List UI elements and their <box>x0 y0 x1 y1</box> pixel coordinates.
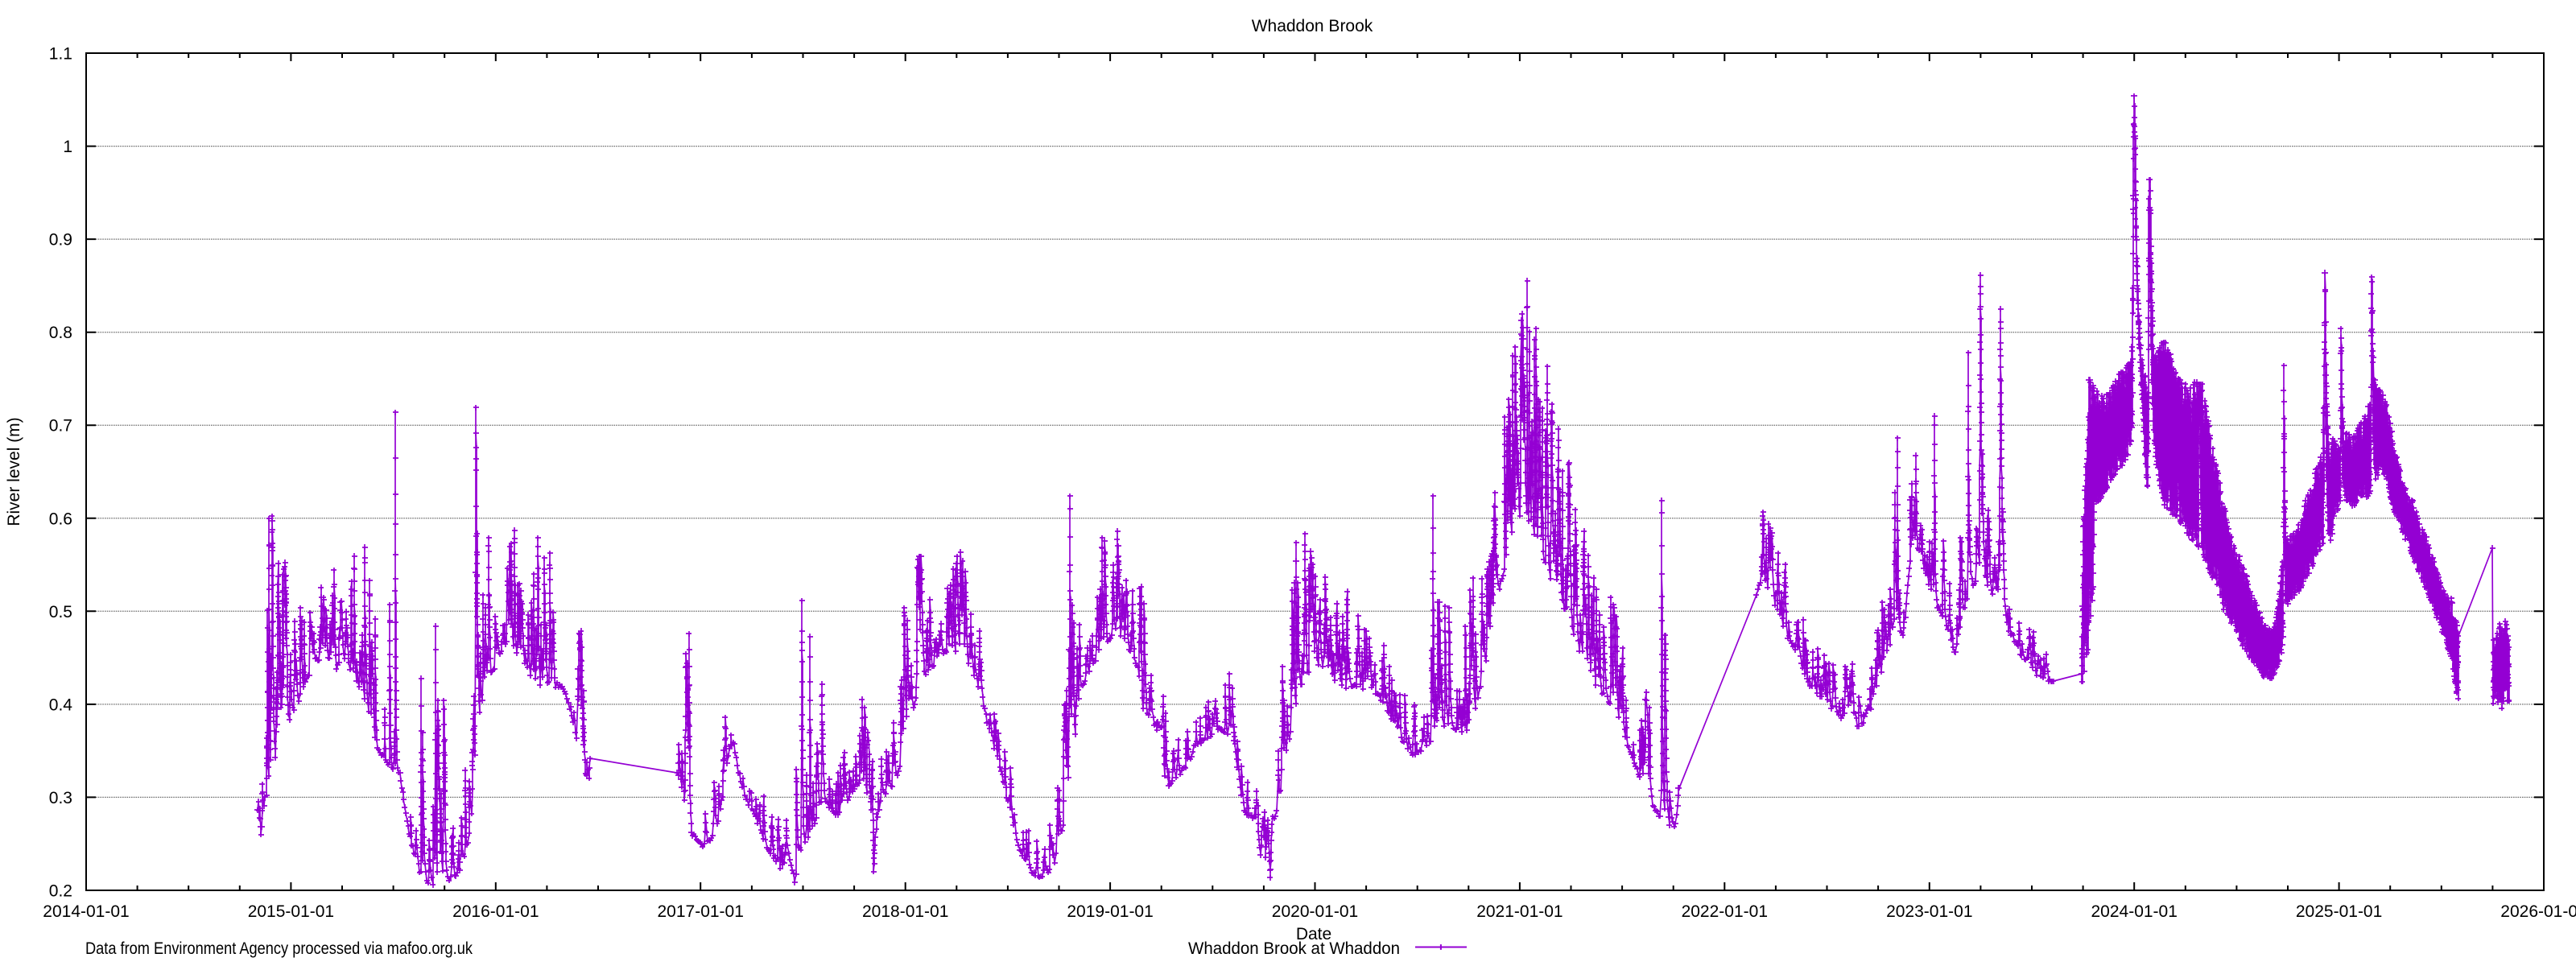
svg-text:Whaddon Brook at Whaddon: Whaddon Brook at Whaddon <box>1188 939 1400 958</box>
svg-text:0.3: 0.3 <box>49 789 72 807</box>
svg-text:2024-01-01: 2024-01-01 <box>2091 902 2177 921</box>
svg-text:2014-01-01: 2014-01-01 <box>43 902 129 921</box>
svg-text:0.2: 0.2 <box>49 882 72 901</box>
svg-text:2018-01-01: 2018-01-01 <box>862 902 948 921</box>
svg-text:2020-01-01: 2020-01-01 <box>1272 902 1358 921</box>
svg-text:0.9: 0.9 <box>49 231 72 250</box>
svg-text:Date: Date <box>1296 925 1331 943</box>
svg-text:2015-01-01: 2015-01-01 <box>248 902 334 921</box>
svg-text:River level (m): River level (m) <box>5 417 23 526</box>
svg-text:2022-01-01: 2022-01-01 <box>1682 902 1768 921</box>
svg-text:2023-01-01: 2023-01-01 <box>1886 902 1972 921</box>
svg-text:0.6: 0.6 <box>49 510 72 528</box>
svg-text:2026-01-01: 2026-01-01 <box>2500 902 2576 921</box>
svg-text:0.8: 0.8 <box>49 324 72 342</box>
svg-text:2025-01-01: 2025-01-01 <box>2296 902 2382 921</box>
svg-text:2017-01-01: 2017-01-01 <box>657 902 743 921</box>
svg-text:1: 1 <box>63 138 72 156</box>
svg-text:2021-01-01: 2021-01-01 <box>1476 902 1563 921</box>
svg-text:0.7: 0.7 <box>49 417 72 436</box>
svg-text:Whaddon Brook: Whaddon Brook <box>1252 17 1373 35</box>
svg-text:0.5: 0.5 <box>49 603 72 621</box>
svg-text:0.4: 0.4 <box>49 696 73 714</box>
svg-text:1.1: 1.1 <box>49 45 72 64</box>
svg-text:2016-01-01: 2016-01-01 <box>452 902 539 921</box>
svg-text:Data from Environment Agency p: Data from Environment Agency processed v… <box>85 939 473 958</box>
svg-text:2019-01-01: 2019-01-01 <box>1067 902 1153 921</box>
